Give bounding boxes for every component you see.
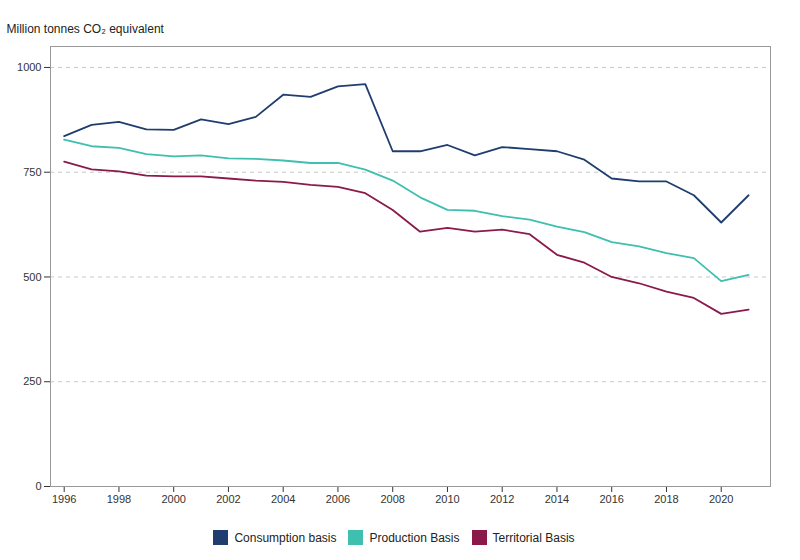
svg-text:2006: 2006 <box>326 493 350 505</box>
svg-text:2012: 2012 <box>490 493 514 505</box>
svg-text:1998: 1998 <box>107 493 131 505</box>
svg-text:2018: 2018 <box>654 493 678 505</box>
svg-text:1000: 1000 <box>17 61 41 73</box>
svg-text:500: 500 <box>23 270 41 282</box>
svg-text:2020: 2020 <box>709 493 733 505</box>
html-text:Territorial Basis: Territorial Basis <box>492 530 575 545</box>
svg-text:2008: 2008 <box>380 493 404 505</box>
svg-text:1996: 1996 <box>52 493 76 505</box>
svg-text:750: 750 <box>23 166 41 178</box>
svg-text:2016: 2016 <box>599 493 623 505</box>
svg-text:Million tonnes CO₂ equivalent: Million tonnes CO₂ equivalent <box>7 22 165 36</box>
svg-text:2010: 2010 <box>435 493 459 505</box>
html-text:Production Basis: Production Basis <box>369 530 460 545</box>
svg-text:2002: 2002 <box>216 493 240 505</box>
svg-text:2000: 2000 <box>161 493 185 505</box>
svg-text:250: 250 <box>23 375 41 387</box>
html-text:Consumption basis: Consumption basis <box>234 530 337 545</box>
svg-text:2014: 2014 <box>545 493 569 505</box>
svg-text:2004: 2004 <box>271 493 295 505</box>
svg-text:0: 0 <box>35 480 41 492</box>
